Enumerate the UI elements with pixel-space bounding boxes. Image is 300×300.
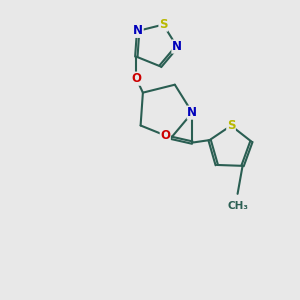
- Text: N: N: [187, 106, 197, 119]
- Text: O: O: [160, 129, 170, 142]
- Text: S: S: [227, 119, 235, 132]
- Text: O: O: [131, 72, 141, 85]
- Text: N: N: [133, 24, 143, 38]
- Text: CH₃: CH₃: [227, 201, 248, 211]
- Text: N: N: [172, 40, 182, 53]
- Text: S: S: [159, 18, 167, 31]
